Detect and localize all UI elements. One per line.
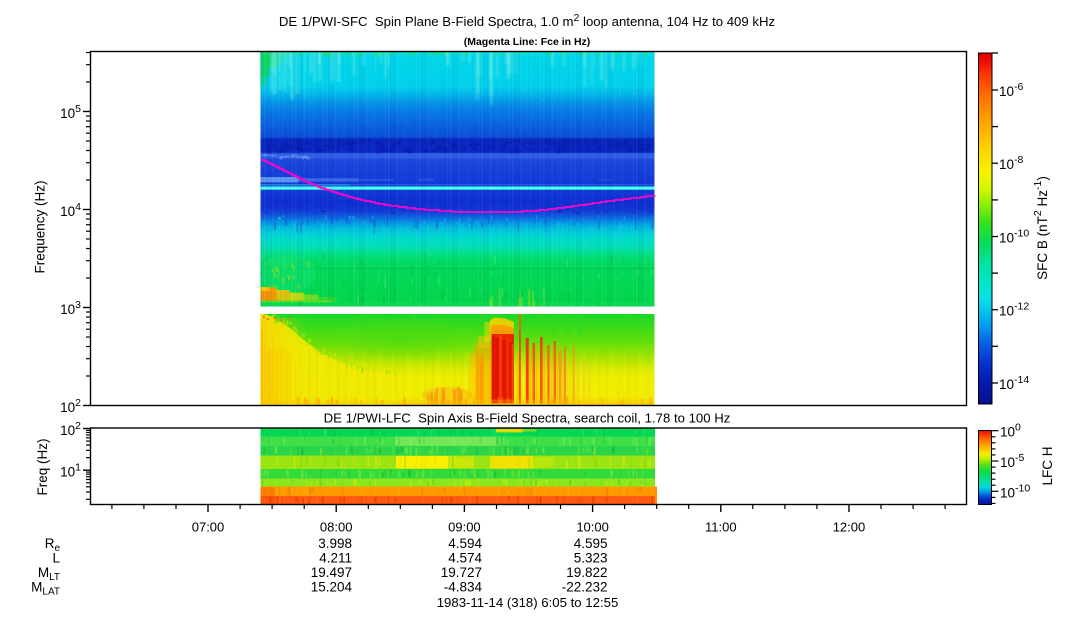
svg-text:LFC H: LFC H — [1040, 446, 1055, 485]
svg-text:19.822: 19.822 — [566, 565, 607, 580]
svg-text:11:00: 11:00 — [705, 520, 737, 535]
svg-text:12:00: 12:00 — [833, 520, 866, 535]
svg-text:10:00: 10:00 — [576, 520, 609, 535]
svg-text:Freq (Hz): Freq (Hz) — [35, 439, 50, 496]
svg-text:DE 1/PWI-LFC Spin Axis B-Fiel: DE 1/PWI-LFC Spin Axis B-Field Spectra, … — [324, 411, 731, 426]
svg-text:L: L — [52, 551, 60, 566]
svg-text:19.727: 19.727 — [441, 565, 482, 580]
svg-text:4.594: 4.594 — [448, 536, 482, 551]
svg-text:09:00: 09:00 — [448, 520, 481, 535]
svg-text:08:00: 08:00 — [320, 520, 353, 535]
svg-text:19.497: 19.497 — [311, 565, 352, 580]
svg-text:(Magenta Line: Fce in Hz): (Magenta Line: Fce in Hz) — [464, 36, 591, 48]
svg-text:4.574: 4.574 — [448, 551, 482, 566]
svg-text:15.204: 15.204 — [311, 580, 353, 595]
svg-text:-22.232: -22.232 — [562, 580, 608, 595]
svg-text:5.323: 5.323 — [574, 551, 608, 566]
svg-text:4.211: 4.211 — [319, 551, 352, 566]
svg-text:3.998: 3.998 — [318, 536, 352, 551]
svg-text:07:00: 07:00 — [192, 520, 225, 535]
svg-text:-4.834: -4.834 — [444, 580, 483, 595]
svg-text:DE 1/PWI-SFC Spin Plane B-Fie: DE 1/PWI-SFC Spin Plane B-Field Spectra,… — [279, 12, 775, 29]
svg-text:SFC B (nT2 Hz-1): SFC B (nT2 Hz-1) — [1032, 176, 1050, 280]
svg-text:1983-11-14 (318) 6:05 to 12:55: 1983-11-14 (318) 6:05 to 12:55 — [437, 595, 619, 610]
svg-text:Frequency (Hz): Frequency (Hz) — [33, 180, 48, 273]
svg-text:4.595: 4.595 — [574, 536, 608, 551]
